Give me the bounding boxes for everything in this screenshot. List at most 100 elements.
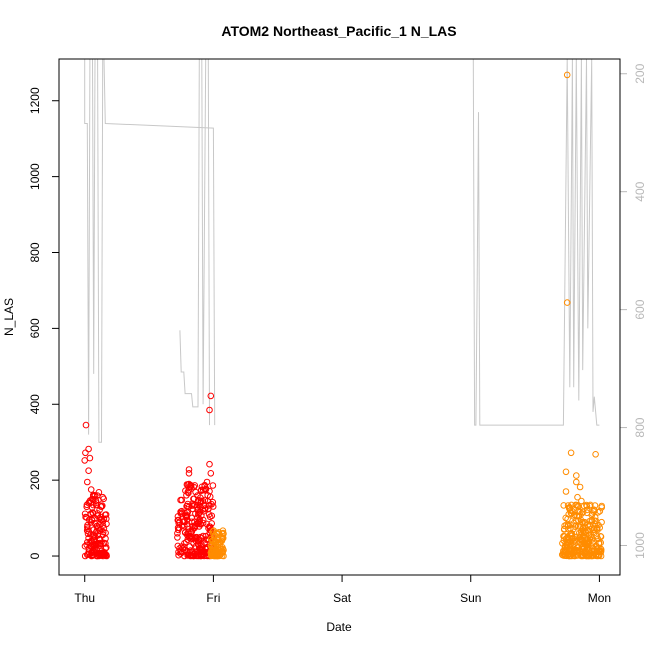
data-point: [102, 545, 109, 552]
data-point: [176, 545, 183, 552]
data-point: [85, 534, 92, 542]
data-point: [206, 406, 213, 414]
data-point: [559, 540, 566, 547]
data-point: [191, 518, 198, 526]
y-tick-label: 800: [28, 242, 42, 262]
data-point: [560, 550, 567, 557]
data-point: [82, 421, 90, 429]
data-point: [587, 531, 595, 539]
data-point: [581, 518, 588, 526]
data-point: [584, 540, 592, 548]
data-point: [567, 525, 574, 532]
depth-trace-line: [472, 58, 600, 426]
axes-layer: Thu Fri Sat Sun Mon 0 200 400 600 800 1000 1200 200 4…: [28, 63, 647, 605]
plot-frame: [58, 58, 621, 576]
data-point: [183, 492, 190, 499]
data-point: [216, 552, 223, 560]
data-point: [576, 533, 584, 541]
data-point: [193, 533, 201, 541]
data-point: [190, 552, 197, 560]
y-axis-label: N_LAS: [2, 298, 16, 336]
data-point: [82, 449, 89, 457]
data-point: [562, 468, 570, 476]
data-point: [181, 522, 188, 530]
data-point: [91, 541, 99, 549]
data-point: [81, 457, 88, 464]
right-tick-label: 800: [633, 417, 647, 437]
data-point: [202, 487, 209, 494]
data-point: [565, 536, 573, 544]
data-point: [197, 494, 204, 502]
data-point: [570, 541, 577, 549]
data-point: [185, 470, 193, 477]
data-point: [198, 486, 205, 494]
data-point: [580, 502, 588, 510]
data-point: [191, 501, 198, 509]
data-point: [89, 548, 96, 556]
data-point: [183, 502, 191, 510]
data-point: [584, 552, 591, 560]
x-tick-label: Fri: [206, 591, 220, 605]
data-point: [209, 503, 217, 510]
data-point: [102, 511, 110, 518]
data-point: [196, 518, 203, 526]
data-point: [185, 466, 193, 473]
data-point: [576, 483, 584, 491]
data-point: [591, 529, 598, 537]
data-point: [86, 454, 94, 462]
data-point: [88, 517, 96, 524]
data-point: [83, 541, 91, 549]
data-point: [85, 467, 92, 475]
data-point: [190, 495, 197, 503]
data-point: [597, 533, 605, 541]
data-point: [574, 508, 582, 515]
data-point: [176, 518, 183, 526]
data-point: [211, 534, 218, 541]
data-point: [200, 508, 207, 515]
data-point: [90, 537, 98, 544]
data-point: [209, 482, 217, 489]
data-point: [574, 547, 581, 555]
data-point: [183, 481, 191, 488]
data-point: [219, 527, 227, 535]
data-point: [567, 449, 575, 457]
data-point: [207, 535, 215, 543]
data-point: [97, 540, 104, 548]
data-point: [183, 509, 191, 516]
data-point: [592, 451, 599, 458]
data-point: [180, 543, 188, 551]
data-point: [99, 551, 107, 559]
y-tick-label: 400: [28, 394, 42, 414]
data-point: [196, 509, 203, 517]
data-point: [177, 496, 184, 504]
data-point: [182, 487, 189, 495]
data-point: [89, 552, 97, 559]
data-point: [572, 501, 579, 509]
y-tick-label: 1000: [28, 163, 42, 190]
data-point: [562, 546, 569, 554]
data-point: [184, 516, 191, 524]
data-point: [203, 478, 211, 486]
data-point: [100, 495, 107, 503]
data-point: [186, 534, 193, 541]
data-point: [595, 548, 603, 556]
data-point: [174, 534, 181, 541]
data-point: [85, 499, 92, 507]
data-point: [206, 460, 213, 468]
x-axis-label: Date: [326, 620, 352, 634]
data-point: [563, 71, 571, 79]
data-point: [595, 540, 603, 547]
data-point: [98, 503, 105, 510]
data-point: [207, 392, 215, 400]
data-point: [200, 552, 208, 560]
data-point: [562, 488, 570, 495]
x-tick-label: Thu: [74, 591, 95, 605]
right-tick-label: 600: [633, 299, 647, 319]
y-tick-label: 1200: [28, 87, 42, 114]
data-point: [84, 478, 91, 486]
data-point: [592, 517, 600, 525]
data-point: [199, 532, 207, 540]
data-point: [88, 504, 96, 511]
data-point: [178, 543, 185, 550]
data-point: [85, 445, 92, 453]
